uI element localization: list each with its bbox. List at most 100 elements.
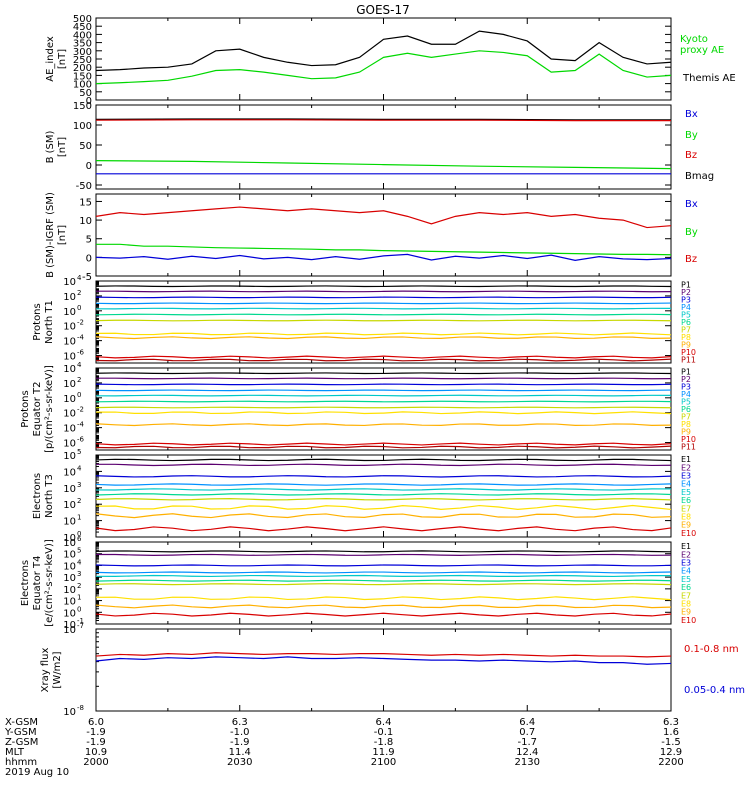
channel-line — [95, 389, 672, 392]
panel-p-north: Protons North T1 — [32, 280, 672, 364]
chart-title: GOES-17 — [356, 3, 410, 17]
channel-line — [95, 406, 672, 409]
channel-line — [95, 493, 672, 496]
y-tick-label: 10 — [63, 707, 76, 718]
y-tick-label: 10 — [63, 292, 76, 303]
orbit-value: 0.7 — [519, 727, 535, 738]
channel-line — [95, 574, 672, 578]
y-tick-label: 10 — [63, 585, 76, 596]
y-tick-exponent: -4 — [77, 334, 85, 342]
channel-legend: P10 — [681, 348, 696, 357]
y-tick-label: 250 — [73, 55, 92, 66]
bsm-ylabel-line2: [nT] — [57, 137, 68, 157]
channel-legend: E2 — [681, 463, 691, 472]
channel-legend: P4 — [681, 303, 691, 312]
orbit-value: -1.5 — [661, 737, 681, 748]
orbit-value: 2000 — [83, 757, 108, 768]
orbit-row-label: X-GSM — [5, 717, 38, 728]
channel-legend: P1 — [681, 368, 691, 377]
y-tick-label: 500 — [73, 14, 92, 25]
channel-legend: E3 — [681, 559, 691, 568]
channel-legend: E1 — [681, 542, 691, 551]
panel-frame — [95, 628, 672, 712]
pequator-ylabel-line1: Protons — [20, 390, 31, 427]
panel-frame — [95, 193, 672, 277]
y-tick-label: 300 — [73, 47, 92, 58]
legend-by: By — [685, 130, 698, 141]
pnorth-ylabel-line2: North T1 — [44, 300, 55, 344]
orbit-value: 12.9 — [660, 747, 682, 758]
channel-line — [95, 583, 672, 586]
channel-line — [95, 504, 672, 511]
orbit-row-label: Y-GSM — [4, 727, 37, 738]
channel-legend: P2 — [681, 288, 691, 297]
y-tick-exponent: -2 — [77, 319, 84, 327]
orbit-value: 2200 — [658, 757, 683, 768]
panel-bigrf: B (SM)-IGRF (SM) [nT] Bx By Bz — [45, 192, 698, 278]
y-tick-exponent: 6 — [77, 535, 82, 543]
y-tick-exponent: -6 — [77, 436, 85, 444]
y-tick-exponent: -7 — [77, 622, 84, 630]
panel-ae: AE_index [nT] Kyoto proxy AE Themis AE — [45, 17, 736, 101]
ae-ylabel-line2: [nT] — [57, 49, 68, 69]
legend-bx: Bx — [685, 109, 698, 120]
y-tick-exponent: -4 — [77, 421, 85, 429]
legend-by: By — [685, 227, 698, 238]
orbit-value: 11.9 — [372, 747, 394, 758]
orbit-value: 6.4 — [519, 717, 535, 728]
y-tick-label: 450 — [73, 22, 92, 33]
y-tick-label: 150 — [73, 71, 92, 82]
y-tick-label: 10 — [63, 439, 76, 450]
channel-legend: P1 — [681, 281, 691, 290]
y-tick-exponent: 4 — [77, 464, 82, 472]
series-line — [95, 50, 672, 85]
orbit-row-label: MLT — [5, 747, 25, 758]
legend-xray-long: 0.1-0.8 nm — [684, 644, 739, 655]
channel-legend: E6 — [681, 496, 691, 505]
channel-legend: P9 — [681, 427, 691, 436]
xray-ylabel-line1: Xray flux — [40, 648, 51, 693]
channel-legend: E1 — [681, 455, 691, 464]
y-tick-label: 10 — [63, 322, 76, 333]
channel-legend: P8 — [681, 420, 691, 429]
channel-line — [95, 550, 672, 553]
channel-line — [95, 458, 672, 462]
channel-legend: E5 — [681, 575, 691, 584]
channel-line — [95, 463, 672, 467]
panel-ylabel: B (SM) [nT] — [45, 130, 68, 163]
y-tick-exponent: 4 — [77, 274, 82, 282]
channel-line — [95, 290, 672, 293]
channel-line — [95, 488, 672, 491]
channel-legend: E7 — [681, 504, 691, 513]
channel-line — [95, 394, 672, 397]
orbit-value: -1.9 — [86, 737, 106, 748]
y-tick-label: 10 — [63, 364, 76, 375]
y-tick-exponent: 0 — [77, 605, 81, 613]
series-line — [95, 160, 672, 170]
channel-legend: E4 — [681, 480, 691, 489]
y-tick-label: 10 — [63, 379, 76, 390]
pequator-ylabel-line3: [p/(cm²-s-sr-keV)] — [44, 365, 55, 453]
orbit-row-label: Z-GSM — [5, 737, 38, 748]
y-tick-exponent: 5 — [77, 448, 81, 456]
eequator-ylabel-line3: [e/(cm²-s-sr-keV)] — [44, 539, 55, 627]
panel-ylabel: AE_index [nT] — [45, 36, 68, 82]
y-tick-exponent: 0 — [77, 304, 81, 312]
channel-legend: E5 — [681, 488, 691, 497]
orbit-value: 6.4 — [376, 717, 392, 728]
ae-ylabel-line1: AE_index — [45, 36, 56, 82]
y-tick-exponent: 1 — [77, 514, 81, 522]
pnorth-ylabel-line1: Protons — [32, 303, 43, 340]
channel-line — [95, 377, 672, 380]
channel-line — [95, 307, 672, 310]
channel-line — [95, 564, 672, 567]
panel-xray: Xray flux [W/m2] 0.1-0.8 nm 0.05-0.4 nm — [40, 628, 745, 712]
y-tick-label: 10 — [79, 216, 92, 227]
y-tick-exponent: 0 — [77, 391, 81, 399]
y-tick-exponent: 2 — [77, 582, 81, 590]
channel-legend: P5 — [681, 398, 691, 407]
channel-legend: E9 — [681, 521, 691, 530]
orbit-value: 6.0 — [88, 717, 104, 728]
y-tick-label: 10 — [63, 307, 76, 318]
channel-legend: P7 — [681, 325, 691, 334]
